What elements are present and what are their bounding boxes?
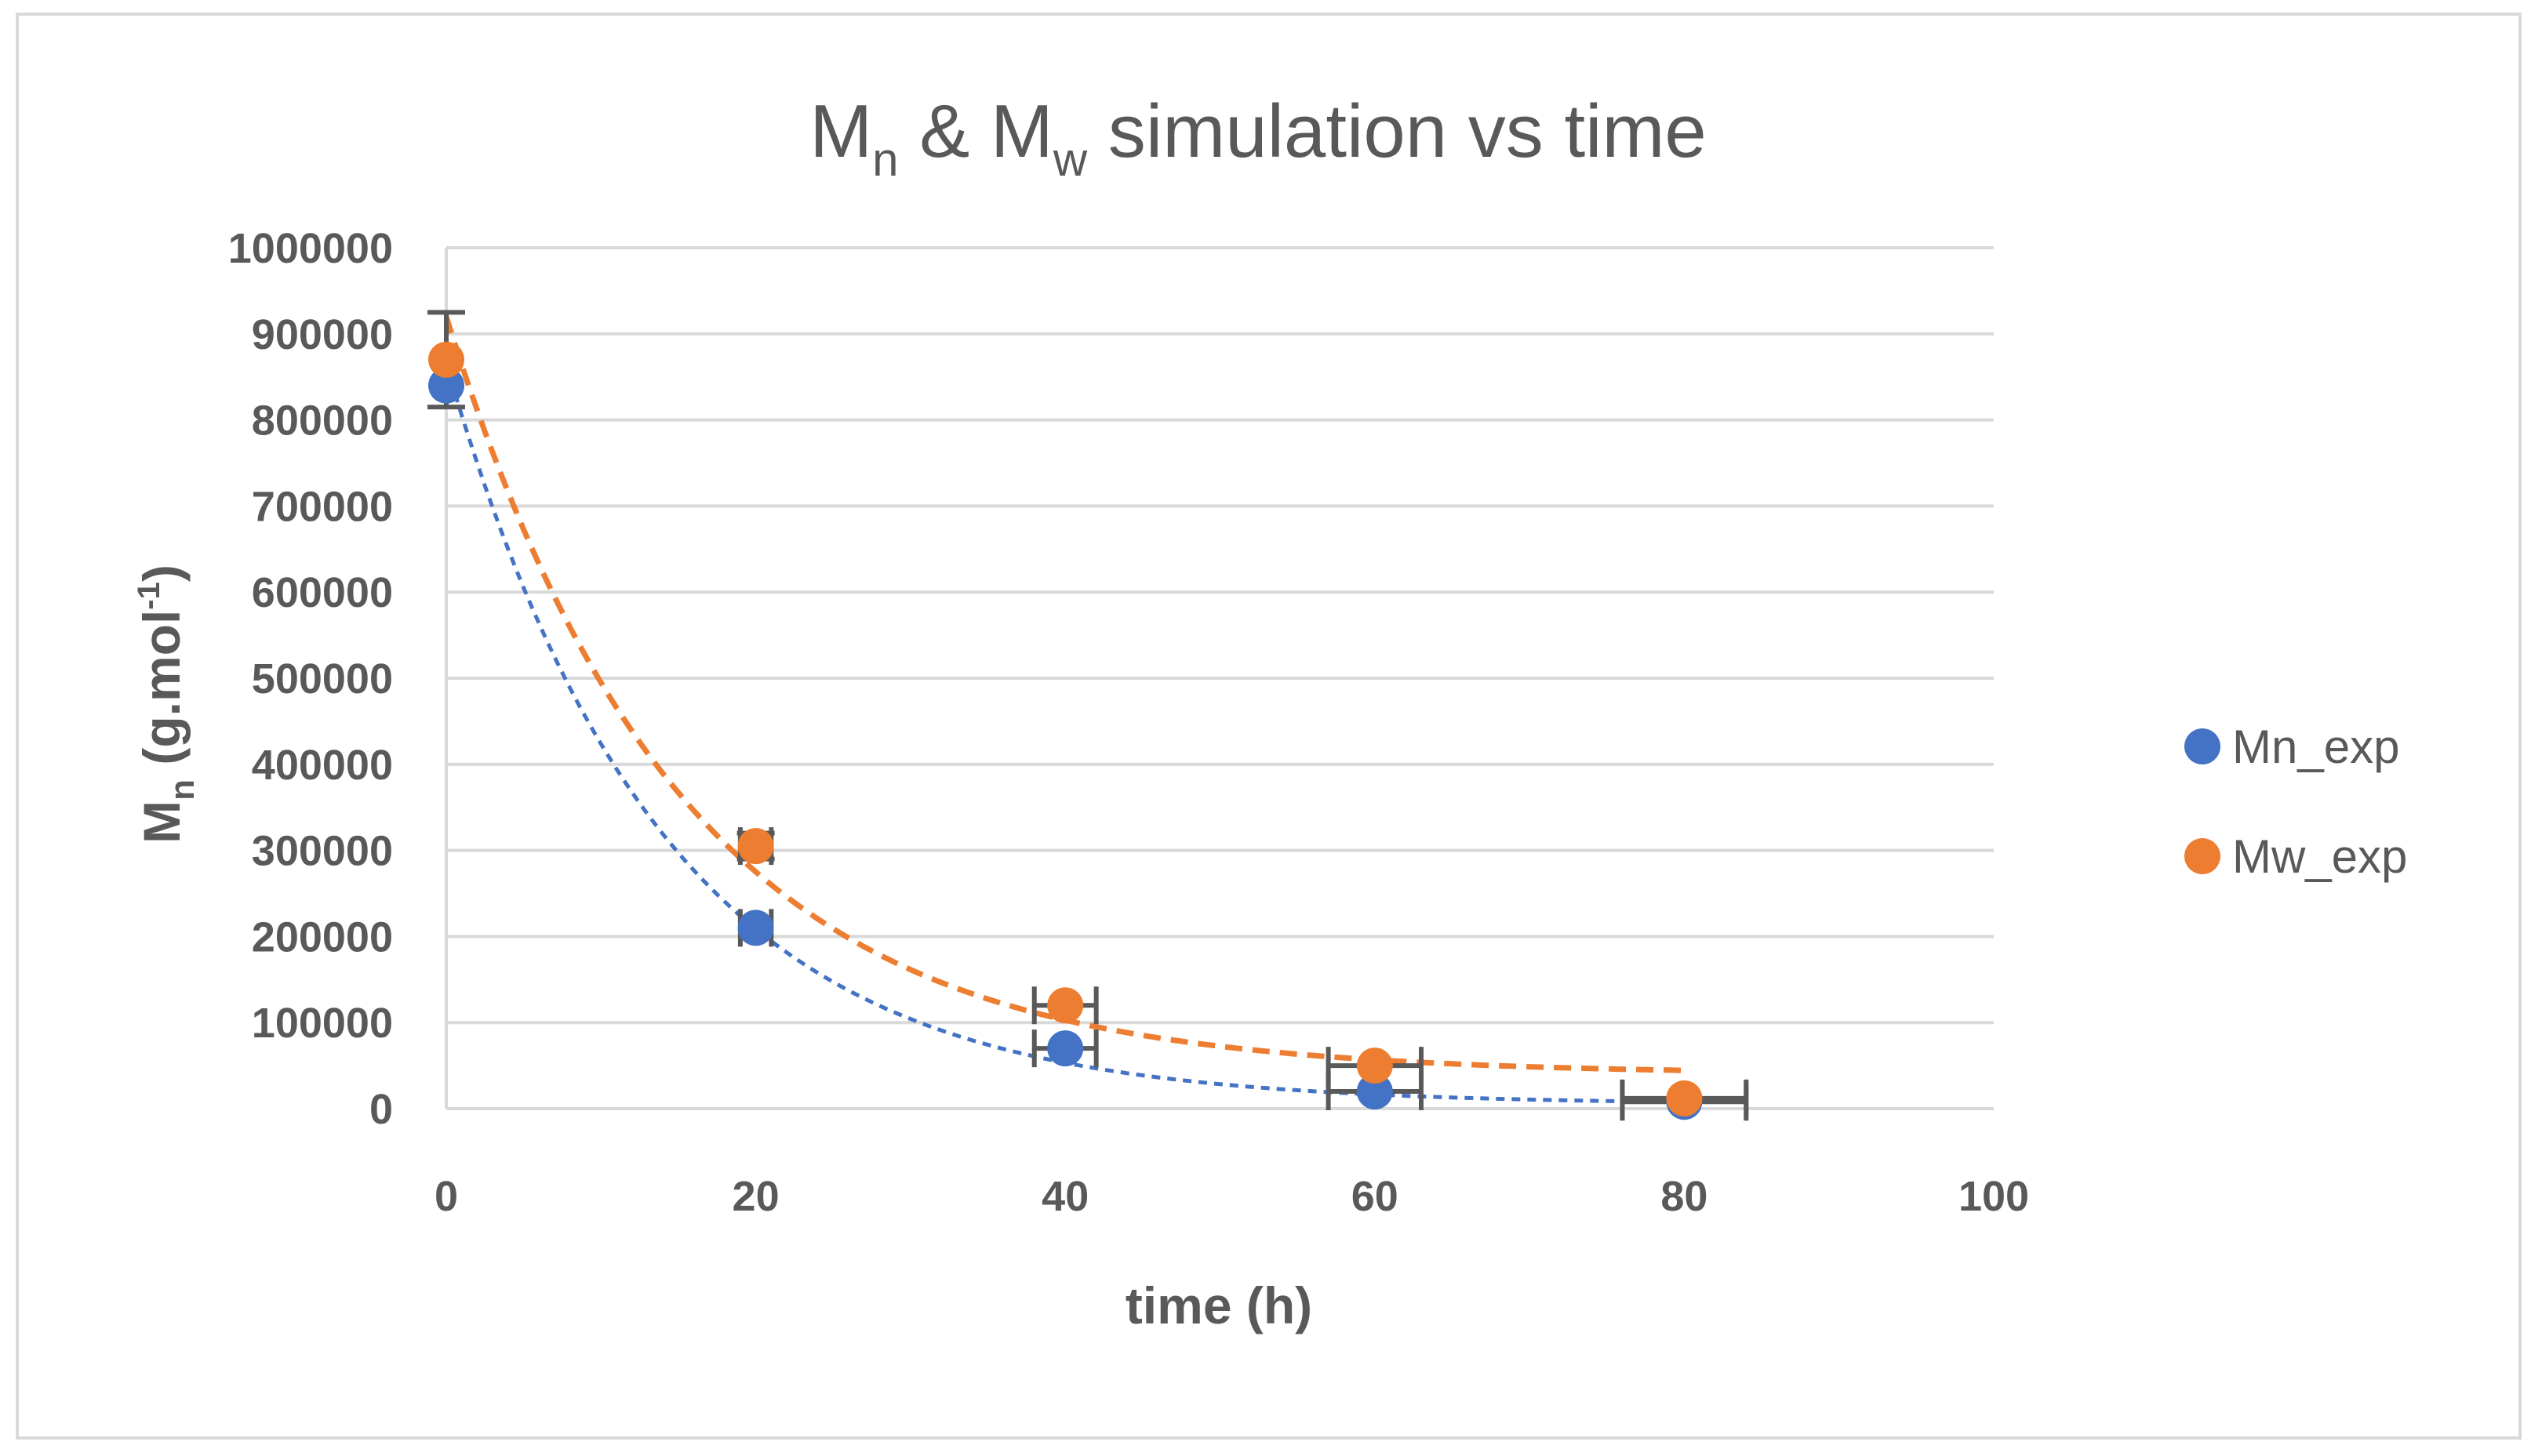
axis-ticks: 0 100000 200000 300000 400000 500000 600000 700… bbox=[228, 225, 2029, 1220]
point-Mn_exp-3 bbox=[1356, 1073, 1393, 1110]
y-tick-label-10: 1000000 bbox=[228, 225, 393, 272]
x-tick-label-1: 20 bbox=[733, 1173, 780, 1220]
point-Mw_exp-0 bbox=[428, 341, 464, 378]
x-tick-label-3: 60 bbox=[1351, 1173, 1398, 1220]
legend-label-Mn_exp: Mn_exp bbox=[2232, 721, 2399, 773]
point-Mn_exp-1 bbox=[737, 910, 774, 946]
y-tick-label-6: 600000 bbox=[252, 569, 393, 616]
y-tick-label-9: 900000 bbox=[252, 311, 393, 358]
y-tick-label-7: 700000 bbox=[252, 483, 393, 530]
chart-frame: Mn & Mw simulation vs time 0 100000 200000… bbox=[16, 13, 2522, 1440]
y-tick-label-5: 500000 bbox=[252, 655, 393, 703]
point-Mn_exp-0 bbox=[428, 367, 464, 404]
trendline-Mw_exp bbox=[443, 315, 1685, 1073]
y-tick-label-4: 400000 bbox=[252, 742, 393, 789]
point-Mw_exp-3 bbox=[1356, 1048, 1393, 1084]
x-axis-title: time (h) bbox=[1126, 1276, 1312, 1334]
y-tick-label-2: 200000 bbox=[252, 913, 393, 960]
y-axis-title: Mn (g.mol-1) bbox=[132, 565, 202, 844]
x-tick-label-4: 80 bbox=[1660, 1173, 1707, 1220]
data-points bbox=[428, 341, 1703, 1120]
x-tick-label-2: 40 bbox=[1042, 1173, 1089, 1220]
gridlines bbox=[445, 246, 1994, 1110]
y-tick-label-1: 100000 bbox=[252, 1000, 393, 1047]
y-tick-label-0: 0 bbox=[369, 1086, 393, 1133]
legend-marker-Mn_exp bbox=[2184, 728, 2220, 764]
x-tick-label-5: 100 bbox=[1958, 1173, 2029, 1220]
x-tick-label-0: 0 bbox=[435, 1173, 458, 1220]
chart-title: Mn & Mw simulation vs time bbox=[809, 89, 1707, 186]
point-Mw_exp-1 bbox=[737, 828, 774, 865]
trendlines bbox=[443, 315, 1685, 1104]
y-tick-label-3: 300000 bbox=[252, 828, 393, 875]
y-tick-label-8: 800000 bbox=[252, 398, 393, 445]
legend-label-Mw_exp: Mw_exp bbox=[2232, 830, 2407, 883]
legend-marker-Mw_exp bbox=[2184, 838, 2220, 874]
point-Mw_exp-2 bbox=[1047, 987, 1084, 1024]
point-Mw_exp-4 bbox=[1666, 1080, 1703, 1117]
legend: Mn_exp Mw_exp bbox=[2184, 721, 2407, 883]
chart: Mn & Mw simulation vs time 0 100000 200000… bbox=[132, 89, 2407, 1334]
point-Mn_exp-2 bbox=[1047, 1030, 1084, 1067]
